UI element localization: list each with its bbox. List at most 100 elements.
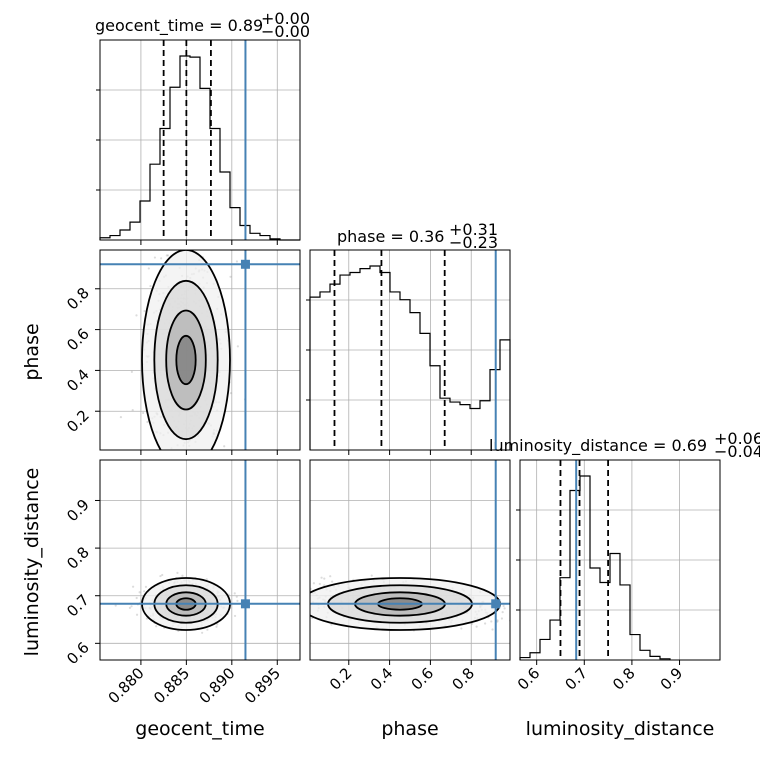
sample-point bbox=[143, 590, 146, 593]
title-luminosity-distance: luminosity_distance = 0.69 bbox=[489, 436, 707, 456]
sample-point bbox=[490, 620, 493, 623]
sample-point bbox=[130, 370, 133, 373]
title-phase-minus: −0.23 bbox=[449, 233, 498, 252]
xtick-label-phase: 0.8 bbox=[448, 664, 478, 694]
sample-point bbox=[202, 474, 204, 476]
sample-point bbox=[130, 605, 133, 608]
sample-point bbox=[177, 521, 179, 523]
sample-point bbox=[236, 345, 239, 348]
ytick-label-luminosity_distance: 0.6 bbox=[63, 638, 93, 668]
sample-point bbox=[173, 454, 175, 456]
contour-2 bbox=[165, 309, 207, 411]
sample-point bbox=[181, 463, 183, 465]
sample-point bbox=[475, 625, 478, 628]
sample-point bbox=[470, 622, 474, 625]
ytick-label-luminosity_distance: 0.9 bbox=[63, 496, 93, 526]
sample-point bbox=[142, 411, 145, 415]
sample-point bbox=[288, 593, 290, 595]
ylabel-phase: phase bbox=[21, 323, 43, 380]
sample-point bbox=[503, 607, 506, 610]
histogram-geocent_time bbox=[99, 55, 300, 241]
sample-point bbox=[215, 625, 218, 628]
contour-3 bbox=[175, 334, 197, 386]
ytick-label-phase: 0.8 bbox=[63, 284, 93, 314]
sample-point bbox=[191, 480, 193, 482]
title-geocent-time-plus: +0.00 bbox=[261, 9, 310, 28]
xtick-label-phase: 0.4 bbox=[367, 664, 397, 694]
sample-point bbox=[144, 585, 148, 589]
sample-point bbox=[143, 309, 146, 313]
axes-frame bbox=[309, 459, 511, 661]
sample-point bbox=[331, 580, 334, 583]
sample-point bbox=[235, 260, 239, 263]
sample-point bbox=[329, 575, 332, 578]
sample-point bbox=[330, 623, 333, 626]
truth-marker bbox=[491, 599, 501, 609]
ytick-label-luminosity_distance: 0.8 bbox=[63, 543, 93, 573]
sample-point bbox=[173, 483, 175, 485]
panel-geocent_time-phase bbox=[99, 160, 301, 523]
sample-point bbox=[174, 160, 176, 162]
ytick-label-luminosity_distance: 0.7 bbox=[63, 591, 93, 621]
title-phase-plus: +0.31 bbox=[449, 220, 498, 239]
title-geocent-time-minus: −0.00 bbox=[261, 22, 310, 41]
xtick-label-luminosity_distance: 0.9 bbox=[657, 664, 687, 694]
sample-point bbox=[500, 617, 504, 620]
ytick-label-phase: 0.6 bbox=[63, 325, 93, 355]
sample-point bbox=[260, 607, 262, 609]
sample-point bbox=[177, 464, 179, 466]
sample-point bbox=[201, 631, 204, 634]
title-phase: phase = 0.36 bbox=[337, 227, 444, 246]
xlabel-geocent-time: geocent_time bbox=[135, 718, 264, 740]
sample-point bbox=[166, 191, 168, 193]
sample-point bbox=[525, 602, 527, 604]
sample-point bbox=[146, 420, 149, 424]
sample-point bbox=[153, 256, 157, 259]
sample-point bbox=[176, 571, 179, 574]
sample-point bbox=[181, 574, 184, 577]
sample-point bbox=[528, 600, 530, 602]
density-level bbox=[176, 335, 196, 385]
xtick-label-phase: 0.6 bbox=[408, 664, 438, 694]
sample-point bbox=[138, 591, 141, 594]
sample-point bbox=[184, 471, 186, 473]
sample-point bbox=[163, 467, 165, 469]
sample-point bbox=[229, 392, 233, 395]
hist-panel-luminosity_distance bbox=[516, 459, 721, 661]
xtick-label-geocent_time: 0.895 bbox=[241, 664, 284, 707]
sample-point bbox=[491, 628, 494, 631]
xtick-label-geocent_time: 0.880 bbox=[105, 664, 148, 707]
sample-point bbox=[131, 409, 134, 412]
sample-point bbox=[236, 599, 239, 603]
sample-point bbox=[233, 614, 237, 618]
sample-point bbox=[323, 577, 326, 580]
sample-point bbox=[496, 619, 499, 622]
sample-point bbox=[169, 470, 171, 472]
sample-point bbox=[160, 257, 163, 260]
sample-point bbox=[166, 245, 168, 247]
sample-point bbox=[165, 254, 168, 257]
sample-point bbox=[196, 477, 198, 479]
xtick-label-luminosity_distance: 0.6 bbox=[514, 664, 544, 694]
ytick-label-phase: 0.4 bbox=[63, 366, 93, 396]
contour-0 bbox=[141, 250, 231, 450]
xlabel-luminosity-distance: luminosity_distance bbox=[526, 718, 715, 740]
xtick-label-geocent_time: 0.890 bbox=[196, 664, 239, 707]
truth-marker bbox=[240, 599, 250, 609]
sample-point bbox=[135, 314, 138, 317]
panel-content bbox=[260, 460, 530, 660]
hist-panel-geocent_time bbox=[96, 39, 301, 241]
sample-point bbox=[286, 587, 288, 589]
sample-point bbox=[305, 584, 307, 586]
sample-point bbox=[143, 233, 145, 235]
sample-point bbox=[161, 573, 164, 577]
sample-point bbox=[178, 229, 180, 231]
sample-point bbox=[501, 611, 504, 614]
histogram-phase bbox=[309, 265, 511, 450]
sample-point bbox=[206, 628, 209, 631]
sample-point bbox=[292, 600, 294, 602]
truth-marker bbox=[240, 259, 250, 269]
panel-grid bbox=[100, 460, 300, 660]
sample-point bbox=[235, 595, 238, 598]
